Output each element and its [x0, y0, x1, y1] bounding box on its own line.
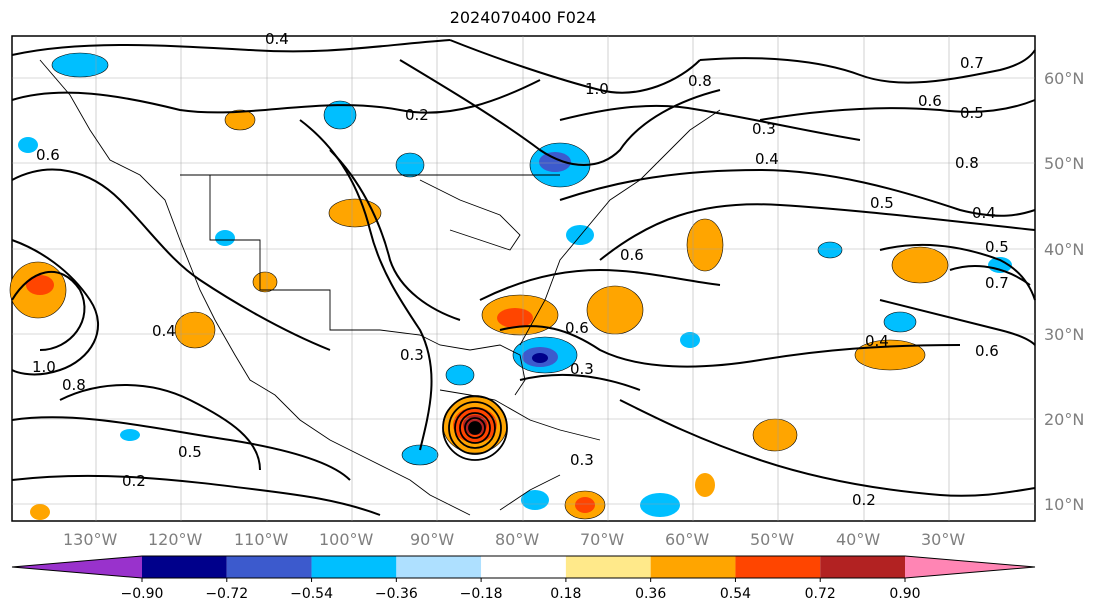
- hurricane-center: [442, 395, 508, 461]
- lon-label: 50°W: [750, 530, 794, 549]
- contour-label-group: 0.2 0.4 0.6 0.8 1.0 0.5 0.7 0.3 0.4 0.6 …: [32, 30, 1009, 509]
- contour-label: 0.5: [985, 238, 1009, 256]
- contour-label: 0.2: [405, 106, 429, 124]
- lon-label: 70°W: [580, 530, 624, 549]
- contour-label: 0.5: [870, 194, 894, 212]
- contour-label: 0.4: [972, 204, 996, 222]
- contour-label: 0.3: [400, 346, 424, 364]
- colorbar-segment: [226, 556, 312, 578]
- contour-label: 0.3: [570, 360, 594, 378]
- gridlines: [12, 36, 1035, 521]
- contour-lines: [11, 39, 1036, 516]
- lat-label: 50°N: [1044, 154, 1084, 173]
- contour-label: 0.6: [620, 246, 644, 264]
- lon-label: 120°W: [148, 530, 203, 549]
- contour-label: 0.6: [918, 92, 942, 110]
- contour-label: 0.4: [865, 332, 889, 350]
- lat-label: 60°N: [1044, 69, 1084, 88]
- latitude-labels: 60°N 50°N 40°N 30°N 20°N 10°N: [1044, 69, 1084, 514]
- lon-label: 40°W: [836, 530, 880, 549]
- longitude-labels: 130°W 120°W 110°W 100°W 90°W 80°W 70°W 6…: [63, 530, 965, 549]
- map-panel: 0.2 0.4 0.6 0.8 1.0 0.5 0.7 0.3 0.4 0.6 …: [9, 30, 1036, 522]
- colorbar-extend-high: [905, 556, 1035, 578]
- colorbar: −0.90 −0.72 −0.54 −0.36 −0.18 0.18 0.36 0.54 0.7…: [11, 555, 1036, 602]
- colorbar-extend-low: [12, 556, 142, 578]
- colorbar-tick-label: 0.18: [550, 586, 581, 602]
- lon-label: 80°W: [495, 530, 539, 549]
- contour-label: 0.7: [985, 274, 1009, 292]
- colorbar-segment: [735, 556, 821, 578]
- colorbar-segment: [650, 556, 736, 578]
- contour-label: 1.0: [32, 358, 56, 376]
- contour-label: 0.2: [852, 491, 876, 509]
- colorbar-tick-label: 0.54: [720, 586, 751, 602]
- colorbar-segment: [142, 556, 227, 578]
- coastlines: [39, 59, 721, 516]
- contour-label: 0.7: [960, 54, 984, 72]
- contour-label: 0.4: [265, 30, 289, 48]
- colorbar-tick-label: −0.90: [121, 586, 164, 602]
- lon-label: 90°W: [410, 530, 454, 549]
- lon-label: 30°W: [921, 530, 965, 549]
- colorbar-segment: [311, 556, 397, 578]
- colorbar-tick-label: −0.36: [375, 586, 418, 602]
- lon-label: 100°W: [319, 530, 374, 549]
- lat-label: 40°N: [1044, 240, 1084, 259]
- lon-label: 110°W: [234, 530, 289, 549]
- colorbar-segment: [565, 556, 651, 578]
- colorbar-tick-label: −0.54: [290, 586, 333, 602]
- contour-label: 0.8: [688, 72, 712, 90]
- contour-label: 0.3: [752, 120, 776, 138]
- contour-label: 0.4: [755, 150, 779, 168]
- contour-label: 0.6: [36, 146, 60, 164]
- colorbar-tick-label: 0.90: [889, 586, 920, 602]
- lat-label: 30°N: [1044, 325, 1084, 344]
- contour-label: 0.8: [955, 154, 979, 172]
- contour-label: 0.6: [565, 319, 589, 337]
- lat-label: 20°N: [1044, 410, 1084, 429]
- contour-label: 0.4: [152, 322, 176, 340]
- colorbar-segment: [820, 556, 905, 578]
- lon-label: 130°W: [63, 530, 118, 549]
- contour-label: 0.2: [122, 472, 146, 490]
- lat-label: 10°N: [1044, 495, 1084, 514]
- colorbar-tick-label: −0.18: [460, 586, 503, 602]
- contour-label: 0.8: [62, 376, 86, 394]
- contour-label: 0.3: [570, 451, 594, 469]
- contour-label: 1.0: [585, 80, 609, 98]
- colorbar-segment: [396, 556, 482, 578]
- contour-label: 0.5: [960, 104, 984, 122]
- colorbar-segment: [481, 556, 566, 578]
- colorbar-tick-label: 0.72: [805, 586, 836, 602]
- map-title: 2024070400 F024: [449, 8, 597, 27]
- contour-label: 0.6: [975, 342, 999, 360]
- contour-label: 0.5: [178, 443, 202, 461]
- colorbar-tick-label: −0.72: [205, 586, 248, 602]
- colorbar-tick-label: 0.36: [635, 586, 666, 602]
- lon-label: 60°W: [665, 530, 709, 549]
